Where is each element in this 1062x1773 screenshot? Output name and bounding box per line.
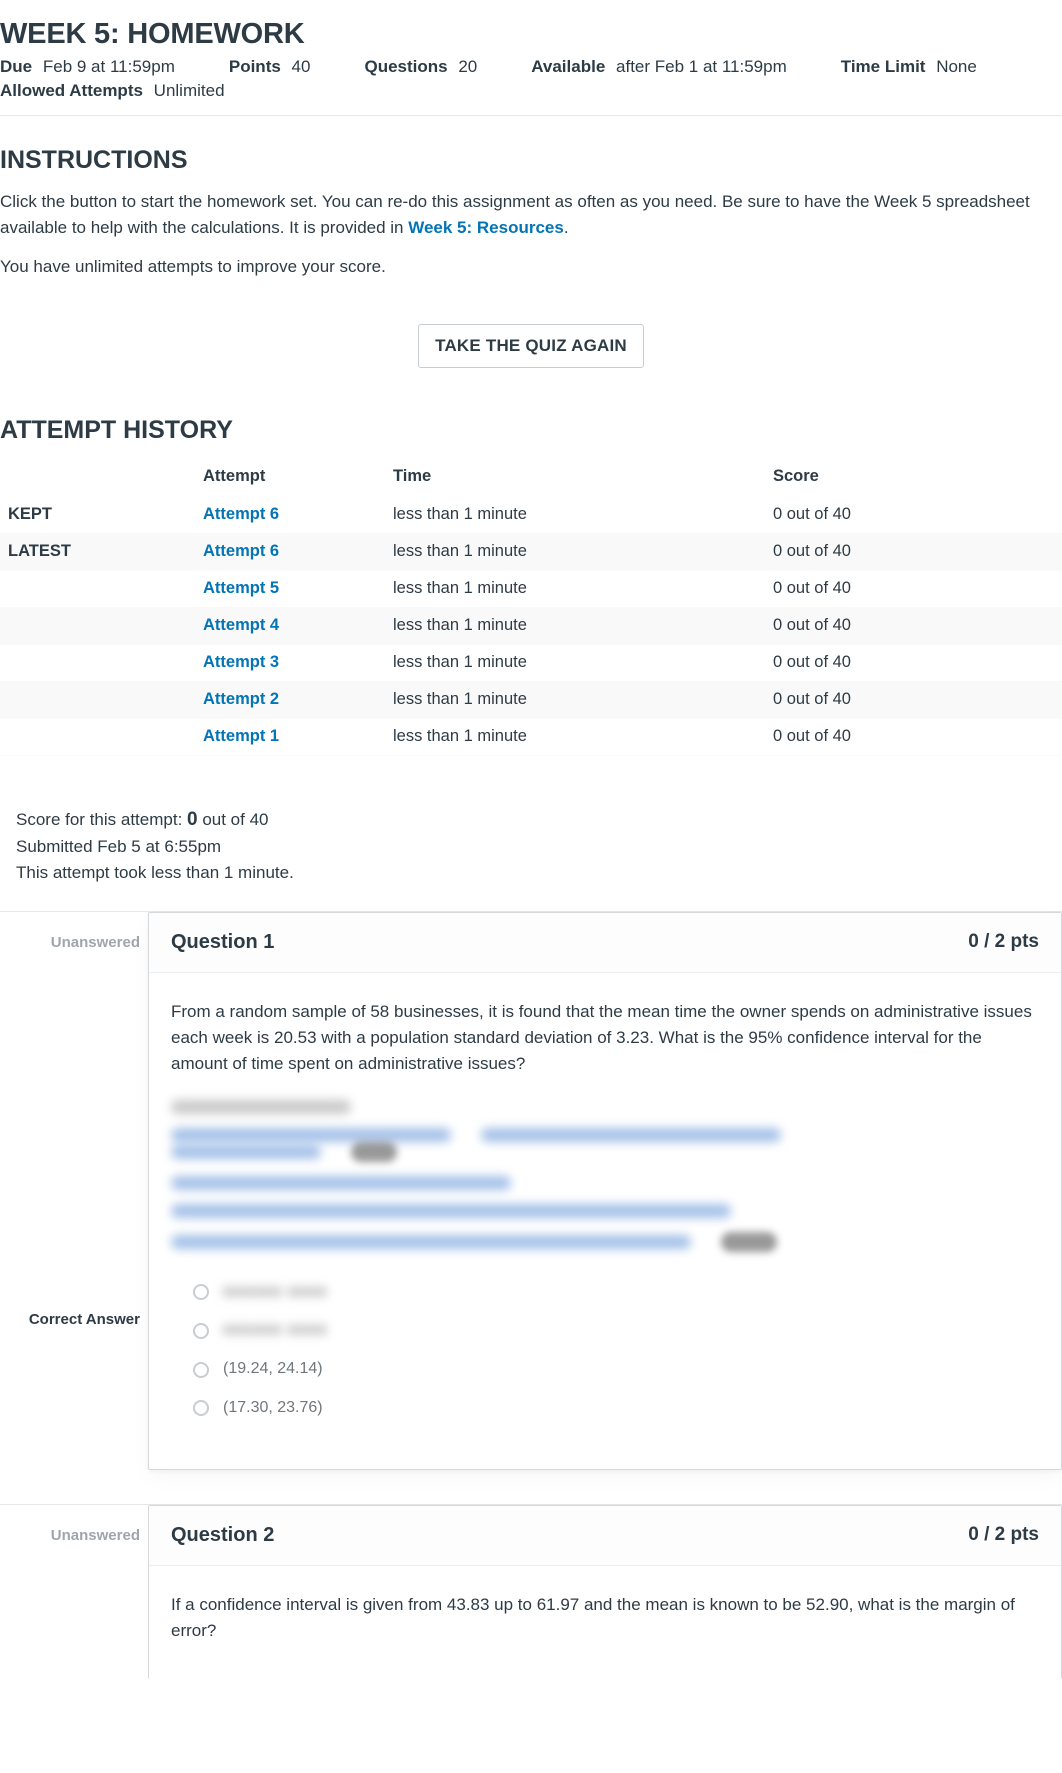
attempt-row-status <box>0 644 195 681</box>
question-1-choice-3[interactable]: (19.24, 24.14) <box>193 1357 1039 1382</box>
attempt-link[interactable]: Attempt 3 <box>203 653 279 671</box>
question-2-points: 0 / 2 pts <box>968 1524 1039 1546</box>
question-1-block: Unanswered Correct Answer Question 1 0 /… <box>0 911 1062 1470</box>
points-label: Points <box>229 57 281 76</box>
attempt-row: LATEST Attempt 6 less than 1 minute0 out o… <box>0 533 1062 570</box>
radio-icon <box>193 1284 209 1300</box>
attempt-row-time: less than 1 minute <box>385 718 765 755</box>
question-2-prompt: If a confidence interval is given from 4… <box>171 1592 1039 1645</box>
attempt-row: Attempt 2 less than 1 minute0 out of 40 <box>0 681 1062 718</box>
attempt-row-score: 0 out of 40 <box>765 533 1062 570</box>
attempt-row-status <box>0 718 195 755</box>
instructions-heading: INSTRUCTIONS <box>0 146 1062 175</box>
questions-value: 20 <box>458 57 477 76</box>
attempt-link[interactable]: Attempt 2 <box>203 690 279 708</box>
attempt-col-time: Time <box>385 457 765 496</box>
question-1-choice-3-text: (19.24, 24.14) <box>223 1357 323 1382</box>
assignment-meta-row: Due Feb 9 at 11:59pm Points 40 Questions… <box>0 57 1062 77</box>
assignment-meta-row-2: Allowed Attempts Unlimited <box>0 81 1062 101</box>
attempt-row-score: 0 out of 40 <box>765 644 1062 681</box>
time-limit-value: None <box>936 57 977 76</box>
attempt-col-status <box>0 457 195 496</box>
attempt-history-heading: ATTEMPT HISTORY <box>0 416 1062 445</box>
attempt-row-time: less than 1 minute <box>385 496 765 533</box>
attempt-row: Attempt 1 less than 1 minute0 out of 40 <box>0 718 1062 755</box>
question-1-correct-answer-label: Correct Answer <box>0 1311 140 1328</box>
question-2-card: Question 2 0 / 2 pts If a confidence int… <box>148 1505 1062 1679</box>
radio-icon <box>193 1400 209 1416</box>
attempt-link[interactable]: Attempt 6 <box>203 542 279 560</box>
score-line1-a: Score for this attempt: <box>16 810 187 829</box>
attempt-row-score: 0 out of 40 <box>765 607 1062 644</box>
attempt-row-time: less than 1 minute <box>385 533 765 570</box>
question-2-title: Question 2 <box>171 1524 274 1547</box>
question-1-card: Question 1 0 / 2 pts From a random sampl… <box>148 912 1062 1470</box>
available-label: Available <box>531 57 605 76</box>
attempt-row-status <box>0 681 195 718</box>
attempt-history-table: Attempt Time Score KEPT Attempt 6 less tha… <box>0 457 1062 755</box>
allowed-attempts-value: Unlimited <box>154 81 225 100</box>
attempt-row: Attempt 5 less than 1 minute0 out of 40 <box>0 570 1062 607</box>
allowed-attempts-label: Allowed Attempts <box>0 81 143 100</box>
attempt-row: KEPT Attempt 6 less than 1 minute0 out of … <box>0 496 1062 533</box>
attempt-link[interactable]: Attempt 5 <box>203 579 279 597</box>
question-1-points: 0 / 2 pts <box>968 931 1039 953</box>
radio-icon <box>193 1362 209 1378</box>
question-1-blurred-content <box>171 1100 1039 1252</box>
attempt-row-status: LATEST <box>0 533 195 570</box>
attempt-row: Attempt 4 less than 1 minute0 out of 40 <box>0 607 1062 644</box>
question-1-choice-blurred-1-text: xxxxxx xxxx <box>223 1280 327 1305</box>
due-label: Due <box>0 57 32 76</box>
question-1-choice-4-text: (17.30, 23.76) <box>223 1396 323 1421</box>
question-2-block: Unanswered Question 2 0 / 2 pts If a con… <box>0 1504 1062 1679</box>
attempt-col-score: Score <box>765 457 1062 496</box>
question-1-title: Question 1 <box>171 931 274 954</box>
attempt-row-score: 0 out of 40 <box>765 570 1062 607</box>
score-line2: Submitted Feb 5 at 6:55pm <box>16 834 1062 860</box>
attempt-row-score: 0 out of 40 <box>765 681 1062 718</box>
question-1-status: Unanswered <box>0 934 140 951</box>
instructions-paragraph-2: You have unlimited attempts to improve y… <box>0 254 1062 280</box>
attempt-row-time: less than 1 minute <box>385 570 765 607</box>
question-1-choice-blurred-1[interactable]: xxxxxx xxxx <box>193 1280 1039 1305</box>
attempt-row-status <box>0 570 195 607</box>
score-line3: This attempt took less than 1 minute. <box>16 860 1062 886</box>
attempt-link[interactable]: Attempt 4 <box>203 616 279 634</box>
page-title: WEEK 5: HOMEWORK <box>0 18 1062 51</box>
attempt-row-score: 0 out of 40 <box>765 718 1062 755</box>
attempt-col-attempt: Attempt <box>195 457 385 496</box>
attempt-row-status: KEPT <box>0 496 195 533</box>
instructions-text-b: . <box>564 218 569 237</box>
attempt-link[interactable]: Attempt 6 <box>203 505 279 523</box>
attempt-link[interactable]: Attempt 1 <box>203 727 279 745</box>
score-line1-b: out of 40 <box>198 810 269 829</box>
question-1-choice-blurred-2[interactable]: xxxxxx xxxx <box>193 1318 1039 1343</box>
question-1-prompt: From a random sample of 58 businesses, i… <box>171 999 1039 1078</box>
score-summary: Score for this attempt: 0 out of 40 Subm… <box>16 805 1062 887</box>
radio-icon <box>193 1323 209 1339</box>
attempt-row-time: less than 1 minute <box>385 607 765 644</box>
attempt-row: Attempt 3 less than 1 minute0 out of 40 <box>0 644 1062 681</box>
score-line1-score: 0 <box>187 809 198 830</box>
divider <box>0 115 1062 116</box>
question-2-status: Unanswered <box>0 1527 140 1544</box>
take-quiz-again-button[interactable]: TAKE THE QUIZ AGAIN <box>418 324 644 368</box>
questions-label: Questions <box>364 57 447 76</box>
attempt-row-score: 0 out of 40 <box>765 496 1062 533</box>
points-value: 40 <box>292 57 311 76</box>
question-1-choice-blurred-2-text: xxxxxx xxxx <box>223 1318 327 1343</box>
week5-resources-link[interactable]: Week 5: Resources <box>408 218 564 237</box>
due-value: Feb 9 at 11:59pm <box>43 57 175 76</box>
question-1-choice-4[interactable]: (17.30, 23.76) <box>193 1396 1039 1421</box>
attempt-row-time: less than 1 minute <box>385 681 765 718</box>
available-value: after Feb 1 at 11:59pm <box>616 57 787 76</box>
attempt-row-status <box>0 607 195 644</box>
instructions-paragraph-1: Click the button to start the homework s… <box>0 189 1062 240</box>
time-limit-label: Time Limit <box>841 57 926 76</box>
attempt-row-time: less than 1 minute <box>385 644 765 681</box>
